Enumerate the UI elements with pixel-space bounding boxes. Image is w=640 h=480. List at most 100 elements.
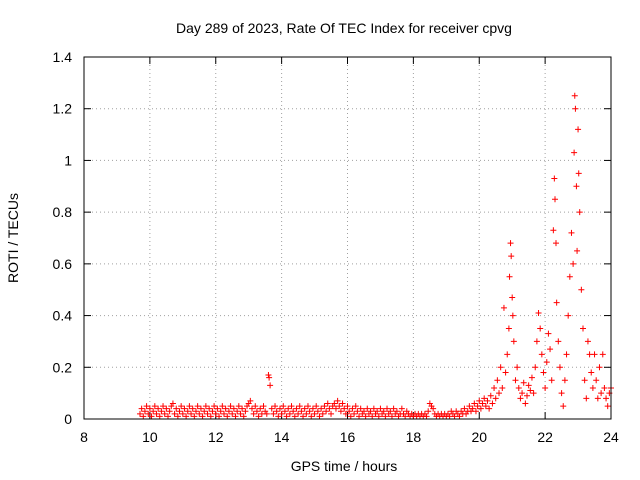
- data-point: [207, 413, 214, 420]
- data-point: [199, 413, 206, 420]
- data-point: [506, 273, 513, 280]
- data-point: [489, 400, 496, 407]
- y-tick-label: 1: [64, 152, 72, 168]
- data-point: [382, 413, 389, 420]
- data-point: [571, 92, 578, 99]
- data-point: [388, 413, 395, 420]
- data-point: [155, 405, 162, 412]
- data-point: [270, 410, 277, 417]
- data-point: [143, 403, 150, 410]
- data-point: [266, 374, 273, 381]
- y-tick-label: 1.4: [53, 49, 73, 65]
- x-tick-label: 8: [80, 429, 88, 445]
- data-point: [504, 351, 511, 358]
- data-point: [500, 304, 507, 311]
- data-point: [202, 403, 209, 410]
- data-point: [474, 403, 481, 410]
- y-tick-label: 0.8: [53, 204, 73, 220]
- data-point: [273, 408, 280, 415]
- data-point: [575, 170, 582, 177]
- data-point: [250, 410, 257, 417]
- data-point: [537, 325, 544, 332]
- data-point: [255, 413, 262, 420]
- data-point: [430, 405, 437, 412]
- chart-title: Day 289 of 2023, Rate Of TEC Index for r…: [176, 20, 512, 36]
- data-point: [515, 384, 522, 391]
- data-series: [136, 92, 614, 420]
- data-point: [364, 405, 371, 412]
- data-point: [293, 405, 300, 412]
- data-point: [548, 377, 555, 384]
- data-point: [553, 299, 560, 306]
- data-point: [594, 395, 601, 402]
- data-point: [601, 384, 608, 391]
- data-point: [311, 410, 318, 417]
- data-point: [472, 408, 479, 415]
- data-point: [380, 408, 387, 415]
- plot-frame: [83, 56, 612, 420]
- data-point: [140, 413, 147, 420]
- y-tick-label: 0.2: [53, 359, 73, 375]
- data-point: [502, 369, 509, 376]
- data-point: [214, 405, 221, 412]
- data-point: [374, 408, 381, 415]
- data-point: [227, 403, 234, 410]
- data-point: [555, 338, 562, 345]
- data-point: [578, 286, 585, 293]
- data-point: [522, 400, 529, 407]
- data-point: [342, 410, 349, 417]
- data-point: [161, 410, 168, 417]
- data-point: [545, 330, 552, 337]
- data-point: [360, 408, 367, 415]
- data-point: [561, 377, 568, 384]
- data-point: [283, 413, 290, 420]
- data-point: [550, 227, 557, 234]
- y-tick-label: 1.2: [53, 101, 73, 117]
- data-point: [491, 384, 498, 391]
- data-point: [239, 405, 246, 412]
- data-point: [306, 408, 313, 415]
- data-point: [588, 369, 595, 376]
- data-point: [272, 403, 279, 410]
- data-point: [298, 408, 305, 415]
- data-point: [220, 410, 227, 417]
- data-point: [328, 410, 335, 417]
- data-point: [265, 372, 272, 379]
- data-point: [321, 403, 328, 410]
- data-point: [542, 384, 549, 391]
- data-point: [572, 105, 579, 112]
- data-point: [520, 379, 527, 386]
- data-point: [263, 410, 270, 417]
- data-point: [367, 408, 374, 415]
- x-tick-label: 14: [274, 429, 290, 445]
- x-tick-label: 20: [471, 429, 487, 445]
- data-point: [375, 413, 382, 420]
- data-point: [248, 405, 255, 412]
- data-point: [178, 403, 185, 410]
- data-point: [471, 400, 478, 407]
- data-point: [300, 413, 307, 420]
- data-point: [581, 377, 588, 384]
- data-point: [141, 408, 148, 415]
- data-point: [278, 410, 285, 417]
- data-point: [583, 395, 590, 402]
- data-point: [596, 364, 603, 371]
- data-point: [267, 382, 274, 389]
- y-tick-label: 0.4: [53, 308, 73, 324]
- data-point: [286, 410, 293, 417]
- data-point: [145, 410, 152, 417]
- data-point: [237, 410, 244, 417]
- data-point: [496, 390, 503, 397]
- data-point: [183, 413, 190, 420]
- data-point: [456, 413, 463, 420]
- x-tick-label: 24: [603, 429, 619, 445]
- data-point: [181, 405, 188, 412]
- data-point: [285, 405, 292, 412]
- data-point: [253, 408, 260, 415]
- data-point: [146, 405, 153, 412]
- data-point: [260, 403, 267, 410]
- data-point: [398, 405, 405, 412]
- data-point: [571, 149, 578, 156]
- data-point: [188, 410, 195, 417]
